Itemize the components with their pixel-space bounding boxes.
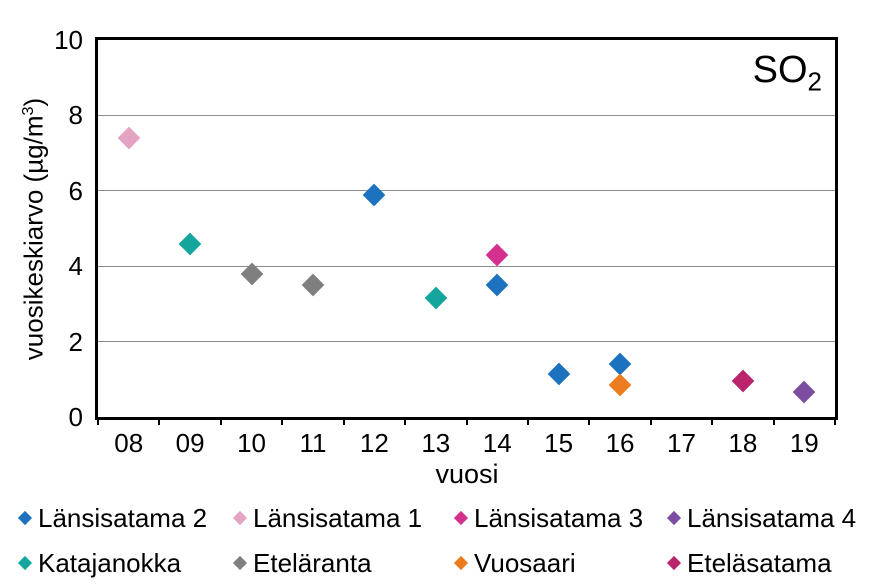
data-point-katajanokka-13 [424, 286, 448, 310]
y-tick-label-0: 0 [68, 402, 83, 432]
x-axis-tick [219, 420, 222, 425]
x-tick-label-19: 19 [789, 428, 819, 458]
data-point-etel-ranta-11 [301, 273, 325, 297]
gridline-y-4 [98, 265, 835, 267]
x-axis-tick [772, 420, 775, 425]
so2-annotation: SO2 [753, 50, 822, 102]
y-tick-label-8: 8 [68, 100, 83, 131]
x-axis-tick [97, 420, 99, 425]
y-tick-label-4: 4 [68, 251, 83, 282]
data-point-l-nsisatama-2-16 [608, 352, 632, 376]
x-axis-tick [465, 420, 468, 425]
legend-marker-diamond-icon [17, 555, 33, 571]
legend-item-l-nsisatama-4: Länsisatama 4 [666, 502, 857, 533]
x-tick-label-15: 15 [544, 428, 574, 458]
x-tick-label-16: 16 [605, 428, 635, 458]
plot-area [95, 37, 838, 420]
x-tick-label-09: 09 [175, 428, 205, 458]
legend-marker-diamond-icon [666, 510, 682, 526]
x-tick-label-17: 17 [666, 428, 696, 458]
x-axis-title: vuosi [435, 459, 499, 489]
data-point-l-nsisatama-1-08 [117, 126, 141, 150]
x-axis-tick [711, 420, 714, 425]
so2-text: SO [752, 49, 808, 91]
so2-subscript: 2 [807, 66, 822, 97]
x-tick-label-14: 14 [482, 428, 512, 458]
legend-label-l-nsisatama-2: Länsisatama 2 [38, 502, 208, 533]
data-point-l-nsisatama-2-14 [485, 273, 509, 297]
x-tick-label-11: 11 [299, 428, 327, 458]
gridline-y-8 [98, 114, 835, 116]
legend-label-l-nsisatama-3: Länsisatama 3 [474, 502, 644, 533]
legend-label-etel-satama: Eteläsatama [687, 547, 832, 578]
legend-marker-diamond-icon [232, 510, 248, 526]
x-axis-tick [526, 420, 529, 425]
data-point-l-nsisatama-2-12 [363, 183, 386, 206]
x-axis-tick [158, 420, 161, 425]
legend-item-vuosaari: Vuosaari [453, 547, 576, 578]
legend-item-l-nsisatama-2: Länsisatama 2 [17, 502, 208, 533]
legend-marker-diamond-icon [232, 555, 248, 571]
legend-label-katajanokka: Katajanokka [38, 547, 182, 578]
legend-item-l-nsisatama-1: Länsisatama 1 [232, 502, 423, 533]
legend-item-etel-ranta: Eteläranta [232, 547, 372, 578]
x-tick-label-18: 18 [728, 428, 758, 458]
data-point-etel-satama-18 [731, 369, 755, 393]
x-axis-tick [649, 420, 652, 425]
data-point-katajanokka-09 [178, 232, 202, 255]
y-tick-label-2: 2 [68, 326, 83, 357]
x-axis-tick [342, 420, 345, 425]
legend-item-etel-satama: Eteläsatama [666, 547, 832, 578]
data-point-l-nsisatama-4-19 [792, 381, 816, 404]
legend-marker-diamond-icon [666, 555, 682, 571]
gridline-y-2 [98, 341, 835, 343]
y-tick-label-6: 6 [68, 175, 83, 206]
gridline-y-6 [98, 190, 835, 192]
data-point-l-nsisatama-2-15 [547, 362, 570, 385]
legend-label-etel-ranta: Eteläranta [253, 547, 372, 578]
x-tick-label-12: 12 [359, 428, 389, 458]
y-axis-title-text: vuosikeskiarvo (µg/m [18, 115, 49, 361]
x-tick-label-10: 10 [237, 428, 266, 458]
x-axis-tick [588, 420, 591, 425]
legend-label-l-nsisatama-4: Länsisatama 4 [687, 502, 857, 533]
legend-marker-diamond-icon [453, 510, 469, 526]
legend-label-vuosaari: Vuosaari [474, 547, 576, 578]
data-point-l-nsisatama-3-14 [485, 243, 509, 267]
legend-marker-diamond-icon [453, 555, 469, 571]
y-axis-title: vuosikeskiarvo (µg/m3) [13, 89, 49, 369]
x-axis-tick [834, 420, 836, 425]
legend-item-katajanokka: Katajanokka [17, 547, 182, 578]
legend-label-l-nsisatama-1: Länsisatama 1 [253, 502, 423, 533]
x-tick-label-08: 08 [114, 428, 144, 458]
x-tick-label-13: 13 [421, 428, 451, 458]
legend-marker-diamond-icon [17, 510, 33, 526]
y-tick-label-10: 10 [54, 25, 83, 55]
legend-item-l-nsisatama-3: Länsisatama 3 [453, 502, 644, 533]
x-axis-tick [281, 420, 284, 425]
x-axis-tick [404, 420, 407, 425]
data-point-vuosaari-16 [608, 373, 632, 397]
